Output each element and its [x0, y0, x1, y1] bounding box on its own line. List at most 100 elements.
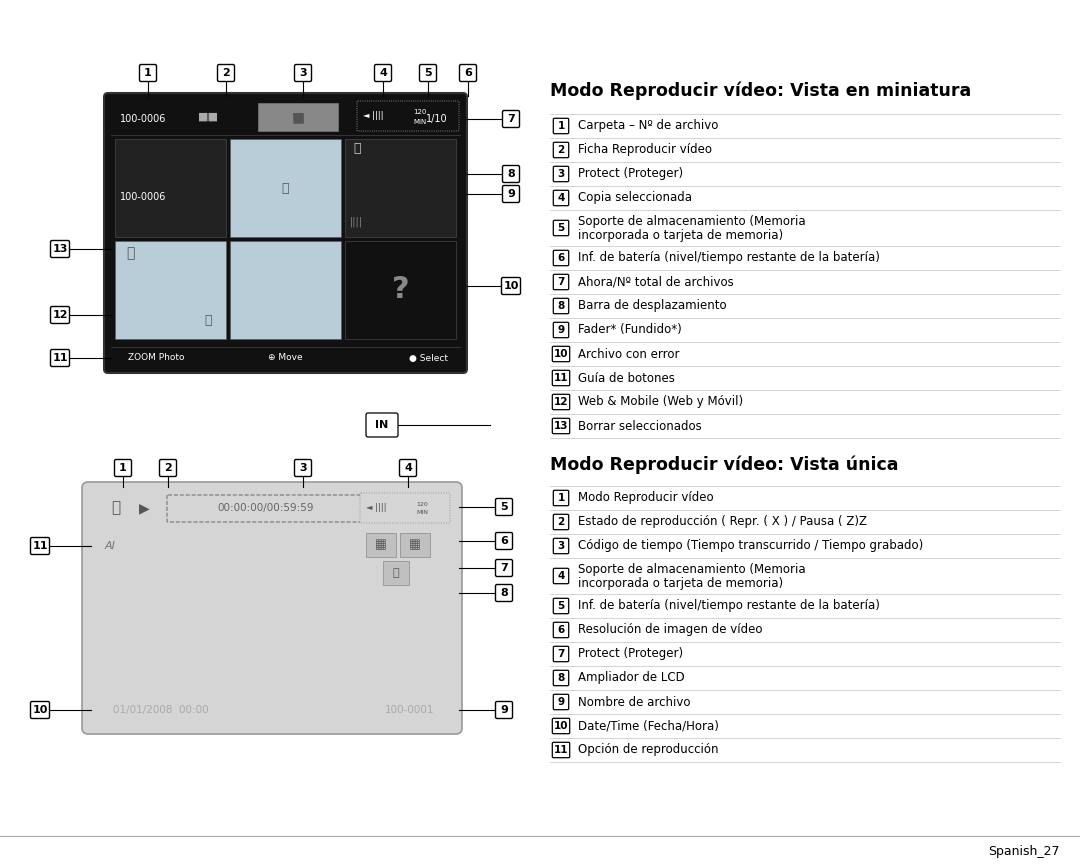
Text: Nombre de archivo: Nombre de archivo: [578, 695, 690, 708]
Text: 8: 8: [557, 301, 565, 311]
Text: 100-0006: 100-0006: [120, 192, 166, 202]
Text: 2: 2: [557, 145, 565, 155]
FancyBboxPatch shape: [459, 64, 476, 82]
FancyBboxPatch shape: [51, 240, 69, 258]
FancyBboxPatch shape: [553, 190, 569, 206]
Text: 2: 2: [164, 463, 172, 473]
Text: 10: 10: [32, 705, 48, 715]
Bar: [345, 241, 456, 339]
Text: ▶: ▶: [138, 501, 149, 515]
FancyBboxPatch shape: [496, 560, 513, 576]
Text: 13: 13: [52, 244, 68, 254]
Text: 6: 6: [464, 68, 472, 78]
Bar: [114, 241, 226, 339]
Bar: [111, 100, 460, 136]
Text: Modo Reproducir vídeo: Vista única: Modo Reproducir vídeo: Vista única: [550, 456, 899, 475]
Text: 8: 8: [500, 588, 508, 598]
Text: Barra de desplazamiento: Barra de desplazamiento: [578, 299, 727, 312]
FancyBboxPatch shape: [167, 495, 364, 522]
Bar: [114, 139, 226, 237]
Text: 13: 13: [554, 421, 568, 431]
Text: 🎥: 🎥: [111, 501, 121, 516]
FancyBboxPatch shape: [502, 110, 519, 128]
Text: 5: 5: [557, 601, 565, 611]
Text: Inf. de batería (nivel/tiempo restante de la batería): Inf. de batería (nivel/tiempo restante d…: [578, 252, 880, 265]
Text: Date/Time (Fecha/Hora): Date/Time (Fecha/Hora): [578, 720, 719, 733]
Text: 4: 4: [557, 193, 565, 203]
FancyBboxPatch shape: [400, 459, 417, 477]
Text: incorporada o tarjeta de memoria): incorporada o tarjeta de memoria): [578, 577, 783, 590]
FancyBboxPatch shape: [501, 278, 521, 294]
FancyBboxPatch shape: [552, 742, 570, 758]
Text: 5: 5: [500, 502, 508, 512]
Text: Soporte de almacenamiento (Memoria: Soporte de almacenamiento (Memoria: [578, 215, 806, 228]
Text: 7: 7: [557, 649, 565, 659]
Text: 1/10: 1/10: [427, 114, 448, 124]
Text: 11: 11: [554, 745, 568, 755]
FancyBboxPatch shape: [375, 64, 391, 82]
Text: 7: 7: [557, 277, 565, 287]
Text: 100-0001: 100-0001: [384, 705, 434, 715]
Text: 6: 6: [557, 625, 565, 635]
Text: Código de tiempo (Tiempo transcurrido / Tiempo grabado): Código de tiempo (Tiempo transcurrido / …: [578, 540, 923, 553]
Text: 12: 12: [52, 310, 68, 320]
Text: Carpeta – Nº de archivo: Carpeta – Nº de archivo: [578, 120, 718, 133]
Text: ?: ?: [392, 275, 409, 305]
Text: Copia seleccionada: Copia seleccionada: [578, 192, 692, 205]
FancyBboxPatch shape: [553, 515, 569, 529]
Text: 1: 1: [119, 463, 126, 473]
Text: ▦: ▦: [409, 538, 421, 551]
FancyBboxPatch shape: [419, 64, 436, 82]
FancyBboxPatch shape: [30, 701, 50, 719]
Text: 7: 7: [500, 563, 508, 573]
Bar: [230, 241, 341, 339]
FancyBboxPatch shape: [496, 584, 513, 602]
Text: ● Select: ● Select: [409, 353, 448, 363]
FancyBboxPatch shape: [82, 482, 462, 734]
FancyBboxPatch shape: [496, 701, 513, 719]
Text: 8: 8: [557, 673, 565, 683]
FancyBboxPatch shape: [553, 569, 569, 583]
FancyBboxPatch shape: [496, 498, 513, 516]
FancyBboxPatch shape: [366, 413, 399, 437]
Text: 🔒: 🔒: [393, 568, 400, 578]
Bar: [345, 139, 456, 237]
Text: Soporte de almacenamiento (Memoria: Soporte de almacenamiento (Memoria: [578, 563, 806, 576]
Text: ■: ■: [292, 110, 305, 124]
Text: Modo Reproducir vídeo: Vista en miniatura: Modo Reproducir vídeo: Vista en miniatur…: [550, 82, 971, 101]
Bar: [366, 533, 396, 557]
Text: 6: 6: [500, 536, 508, 546]
Text: Ahora/Nº total de archivos: Ahora/Nº total de archivos: [578, 275, 733, 288]
Text: 9: 9: [508, 189, 515, 199]
FancyBboxPatch shape: [553, 118, 569, 134]
Text: 01/01/2008  00:00: 01/01/2008 00:00: [113, 705, 208, 715]
Text: 12: 12: [554, 397, 568, 407]
Text: AI: AI: [105, 541, 116, 551]
Text: 10: 10: [554, 349, 568, 359]
Text: ◄ ||||: ◄ ||||: [363, 111, 383, 121]
FancyBboxPatch shape: [553, 299, 569, 313]
Text: Estado de reproducción ( Repr. ( X ) / Pausa ( Z)Z: Estado de reproducción ( Repr. ( X ) / P…: [578, 516, 867, 529]
Text: 11: 11: [554, 373, 568, 383]
Bar: [230, 139, 341, 237]
FancyBboxPatch shape: [496, 532, 513, 549]
Text: Web & Mobile (Web y Móvil): Web & Mobile (Web y Móvil): [578, 396, 743, 409]
FancyBboxPatch shape: [51, 350, 69, 366]
Text: 4: 4: [404, 463, 411, 473]
Text: ■■: ■■: [198, 112, 218, 122]
Text: 1: 1: [144, 68, 152, 78]
Text: Resolución de imagen de vídeo: Resolución de imagen de vídeo: [578, 623, 762, 636]
Bar: [258, 103, 338, 131]
Text: 🗑: 🗑: [125, 246, 134, 260]
FancyBboxPatch shape: [553, 250, 569, 266]
FancyBboxPatch shape: [30, 537, 50, 555]
FancyBboxPatch shape: [295, 459, 311, 477]
FancyBboxPatch shape: [553, 622, 569, 638]
Text: Protect (Proteger): Protect (Proteger): [578, 168, 684, 181]
Text: 1: 1: [557, 493, 565, 503]
Text: 1: 1: [557, 121, 565, 131]
FancyBboxPatch shape: [114, 459, 132, 477]
FancyBboxPatch shape: [295, 64, 311, 82]
Text: incorporada o tarjeta de memoria): incorporada o tarjeta de memoria): [578, 229, 783, 242]
Text: 5: 5: [424, 68, 432, 78]
